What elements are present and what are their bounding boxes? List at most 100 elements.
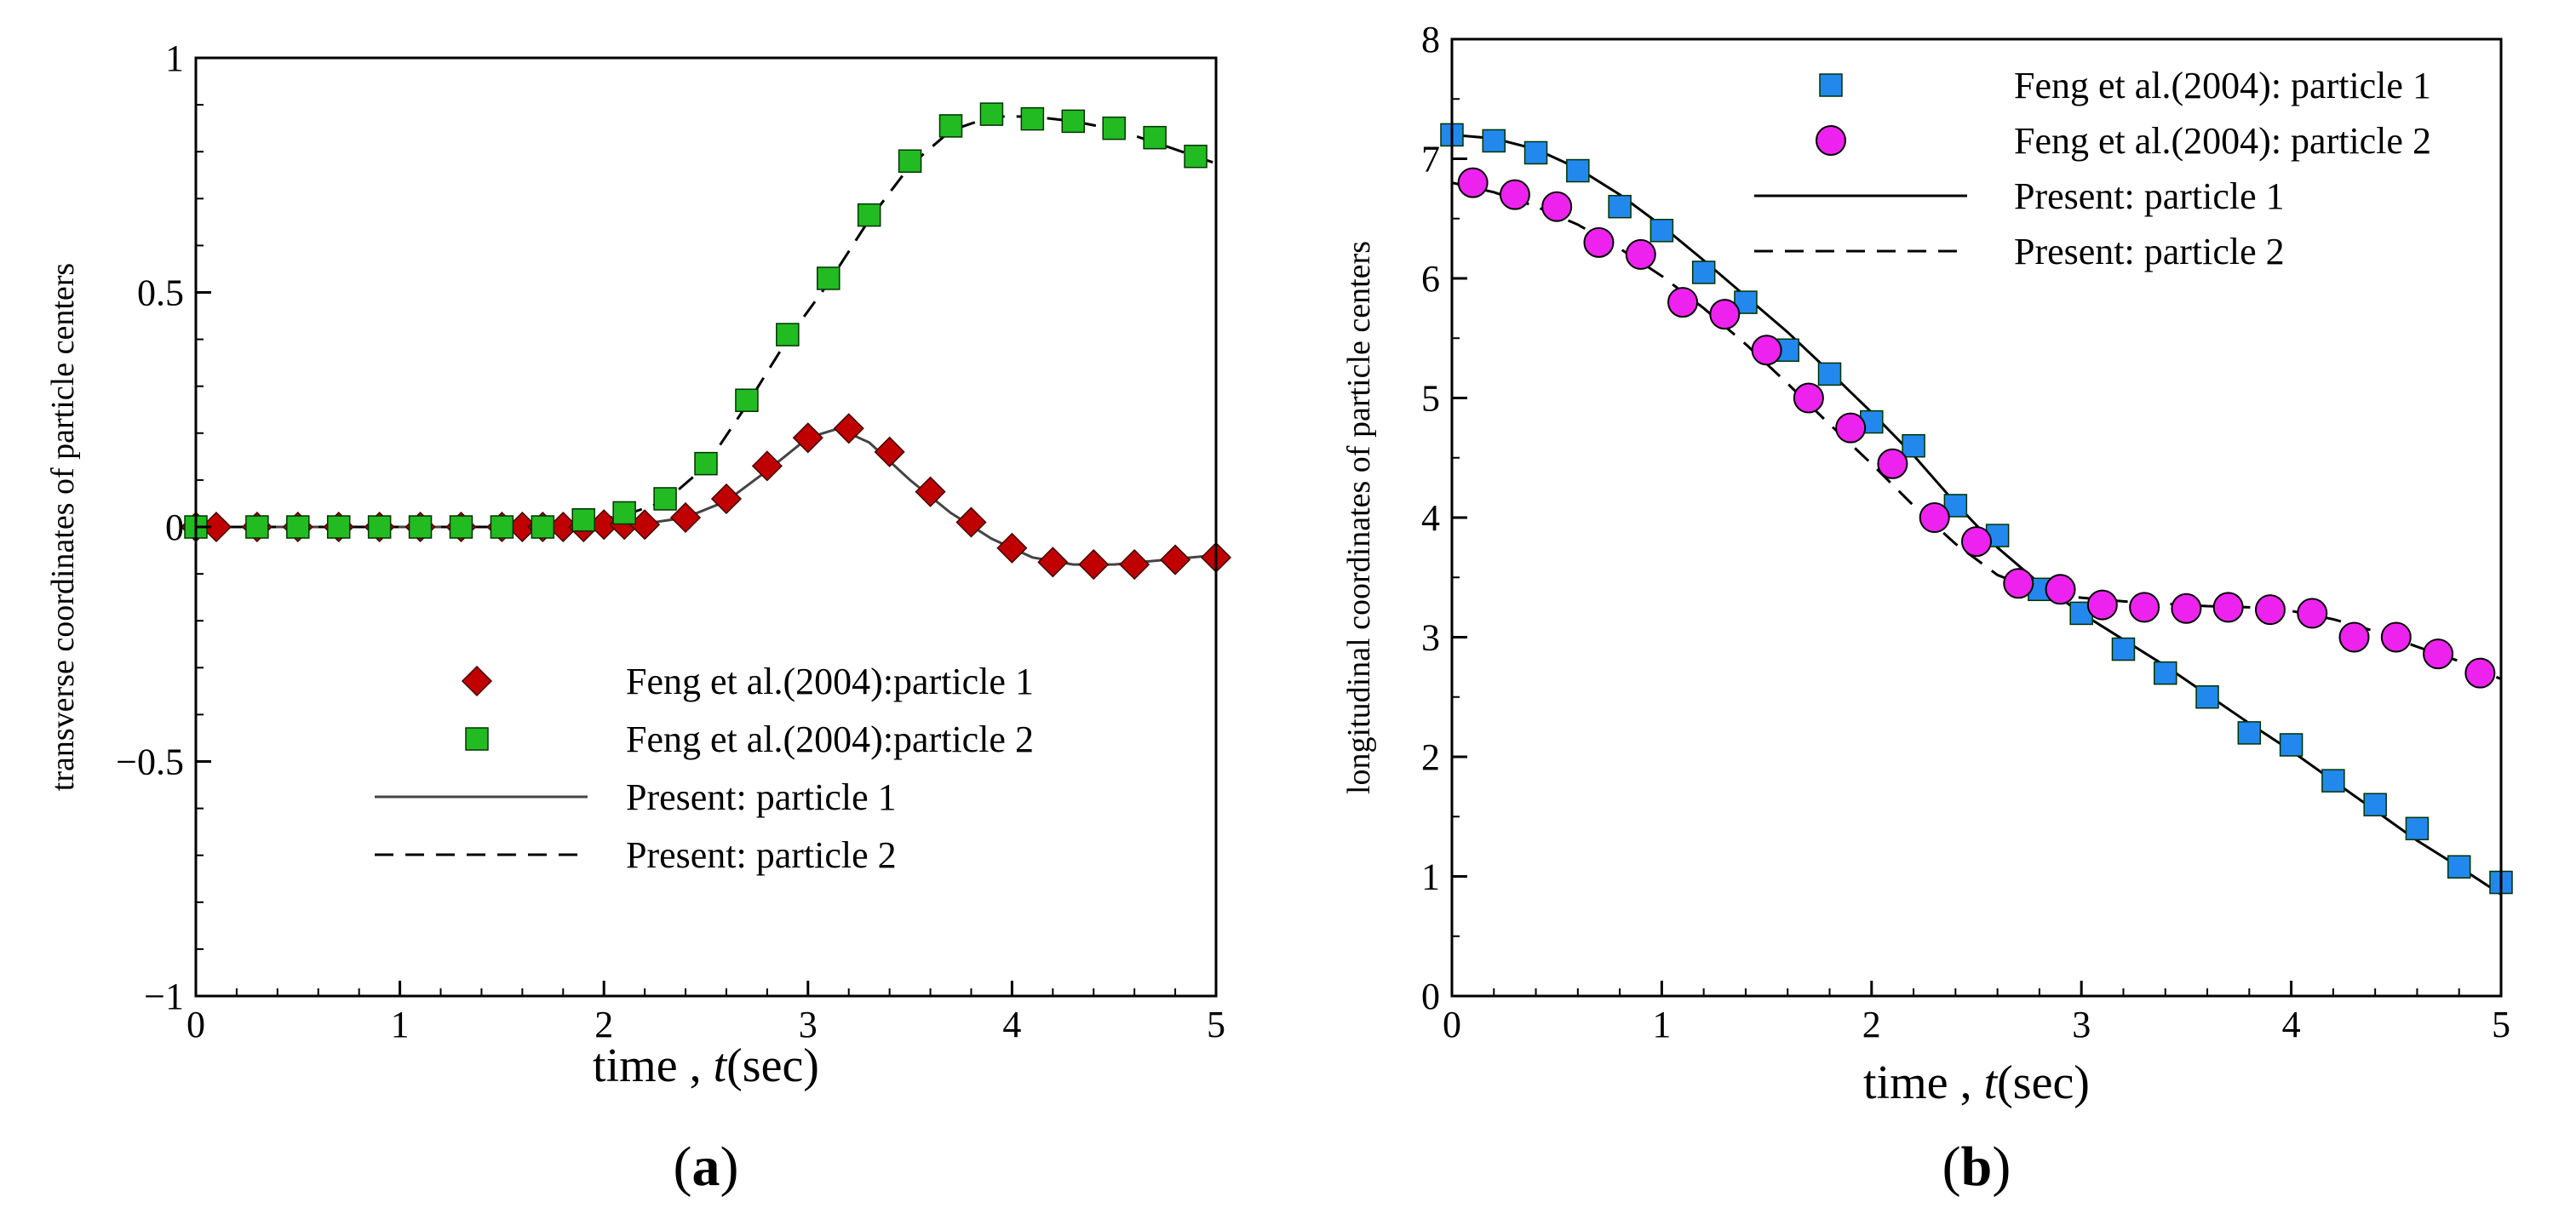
panel-a-series-1-point	[694, 451, 718, 476]
panel-a-ytick-label: 1	[165, 37, 184, 79]
panel-b-series-1-point	[1625, 238, 1656, 270]
panel-b-series-0-point	[1482, 129, 1506, 153]
panel-a-series-1-point	[653, 487, 677, 511]
panel-b-ytick-label: 5	[1421, 378, 1440, 420]
panel-a-series-0-point	[1160, 544, 1191, 575]
panel-b-marks	[1440, 123, 2513, 896]
panel-b-series-1-point	[2212, 592, 2244, 623]
panel-b-series-1-point	[2045, 574, 2076, 605]
panel-b-series-0-point	[2279, 733, 2303, 757]
panel-b-xlabel-suffix: (sec)	[1997, 1056, 2090, 1109]
panel-a-series-1-point	[245, 515, 269, 539]
panel-b-series-0-point	[2405, 816, 2430, 841]
panel-b-series-1-point	[1541, 191, 1573, 222]
panel-b-legend-label-1: Feng et al.(2004): particle 2	[2014, 120, 2431, 162]
panel-b-legend: Feng et al.(2004): particle 1 Feng et al.…	[1754, 65, 2431, 272]
panel-a-ytick-label: −0.5	[116, 741, 184, 783]
panel-a-series-1-point	[612, 501, 636, 525]
panel-a-series-1-point	[571, 507, 595, 532]
panel-a-series-1-point	[938, 114, 963, 138]
panel-b-xtick-label: 2	[1862, 1004, 1881, 1045]
panel-b-series-1-point	[1667, 287, 1699, 318]
panel-b-ytick-label: 7	[1421, 139, 1440, 180]
panel-b-series-1-point	[1793, 382, 1824, 414]
panel-a-legend-label-0: Feng et al.(2004):particle 1	[626, 661, 1034, 702]
panel-a-series-1-point	[776, 323, 800, 346]
panel-a-legend-label-1: Feng et al.(2004):particle 2	[626, 719, 1034, 760]
panel-b-series-1-point	[1709, 299, 1741, 330]
panel-a-label-open: (	[674, 1136, 692, 1198]
panel-b-series-1-point	[2423, 638, 2454, 670]
panel-b-series-0-point	[1817, 362, 1842, 386]
panel-a-series-1-point	[1020, 106, 1045, 131]
panel-a-series-1-point	[449, 515, 473, 539]
panel-b-series-1-point	[1457, 167, 1489, 198]
panel-a-xtick-label: 0	[186, 1004, 205, 1045]
panel-b-legend-label-2: Present: particle 1	[2014, 175, 2285, 217]
panel-b-ytick-label: 3	[1421, 617, 1440, 659]
panel-b-ytick-label: 8	[1421, 19, 1440, 60]
panel-a-series-1-point	[490, 515, 514, 539]
panel-a-marks	[180, 102, 1232, 581]
panel-a-label: (a)	[674, 1136, 739, 1198]
panel-b-legend-label-3: Present: particle 2	[2014, 231, 2285, 272]
panel-a-xtick-label: 3	[799, 1004, 818, 1045]
panel-a-series-0-point	[1078, 549, 1110, 581]
panel-b-series-0-point	[2154, 661, 2177, 685]
panel-b-series-1-point	[2086, 589, 2118, 621]
panel-b-ytick-label: 2	[1421, 736, 1440, 778]
panel-b-xlabel-prefix: time ,	[1863, 1056, 1984, 1109]
panel-b-series-0-point	[2447, 855, 2471, 879]
panel-b-series-0-point	[1523, 140, 1548, 165]
panel-a-xtick-label: 2	[594, 1004, 613, 1045]
panel-a: 0 1 2 3 4 5 −1 −0.5 0 0.5 1 transverse coordinates…	[45, 37, 1232, 1198]
panel-b-xtick-label: 0	[1443, 1004, 1461, 1045]
panel-a-ytick-label: 0.5	[137, 272, 184, 314]
panel-a-xtick-label: 1	[391, 1004, 410, 1045]
panel-a-series-0-point	[669, 501, 702, 534]
panel-b-label: (b)	[1942, 1136, 2011, 1198]
panel-b-label-close: )	[1992, 1136, 2011, 1198]
panel-a-series-1-point	[817, 266, 840, 290]
panel-a-series-0-point	[996, 532, 1028, 564]
panel-b-legend-label-0: Feng et al.(2004): particle 1	[2014, 65, 2431, 106]
panel-a-xlabel-var: t	[714, 1039, 728, 1092]
panel-a-series-0-point	[915, 476, 946, 507]
panel-b-label-letter: b	[1961, 1136, 1993, 1198]
panel-a-xtick-label: 4	[1002, 1004, 1021, 1045]
panel-b-series-0-point	[1566, 158, 1590, 183]
panel-b-xtick-label: 3	[2072, 1004, 2091, 1045]
panel-b-series-1-point	[1877, 448, 1908, 479]
panel-b-series-0-point	[1649, 219, 1674, 243]
panel-a-label-letter: a	[692, 1136, 720, 1198]
panel-a-series-1-point	[898, 149, 922, 173]
panel-b: 0 1 2 3 4 5 0 1 2 3 4 5 6 7 8 longitudinal coordinates…	[1341, 19, 2513, 1198]
panel-a-legend-label-3: Present: particle 2	[626, 834, 897, 876]
panel-b-xtick-label: 4	[2282, 1004, 2301, 1045]
panel-b-series-0-point	[1902, 433, 1925, 458]
panel-a-series-1-point	[1061, 109, 1086, 134]
panel-b-series-0-point	[2195, 685, 2219, 709]
panel-a-series-1-point	[979, 102, 1004, 126]
panel-b-xtick-label: 1	[1652, 1004, 1671, 1045]
panel-a-series-0-point	[833, 413, 864, 444]
panel-a-ticks: 0 1 2 3 4 5 −1 −0.5 0 0.5 1	[116, 37, 1225, 1045]
panel-b-series-1-point	[1835, 412, 1867, 444]
panel-b-series-1-point	[1919, 502, 1950, 533]
panel-b-ylabel: longitudinal coordinates of particle cen…	[1341, 241, 1377, 794]
panel-b-series-1-point	[2464, 657, 2496, 689]
panel-b-series-1-point	[1961, 526, 1992, 558]
panel-b-series-1-point	[2171, 593, 2202, 624]
panel-a-legend-label-2: Present: particle 1	[626, 776, 897, 818]
panel-b-legend-symbol-0	[1819, 73, 1843, 97]
panel-a-series-0-point	[710, 483, 743, 515]
panel-a-series-0-point	[1119, 549, 1150, 581]
panel-a-legend: Feng et al.(2004):particle 1 Feng et al.(…	[375, 661, 1034, 876]
panel-b-ytick-label: 0	[1421, 976, 1440, 1017]
panel-b-series-1-point	[2297, 598, 2328, 629]
panel-b-series-1-point	[2003, 568, 2034, 599]
panel-a-series-1-point	[1102, 116, 1126, 140]
panel-a-xlabel: time , t(sec)	[593, 1039, 819, 1092]
panel-a-ylabel: transverse coordinates of particle cente…	[45, 263, 81, 791]
